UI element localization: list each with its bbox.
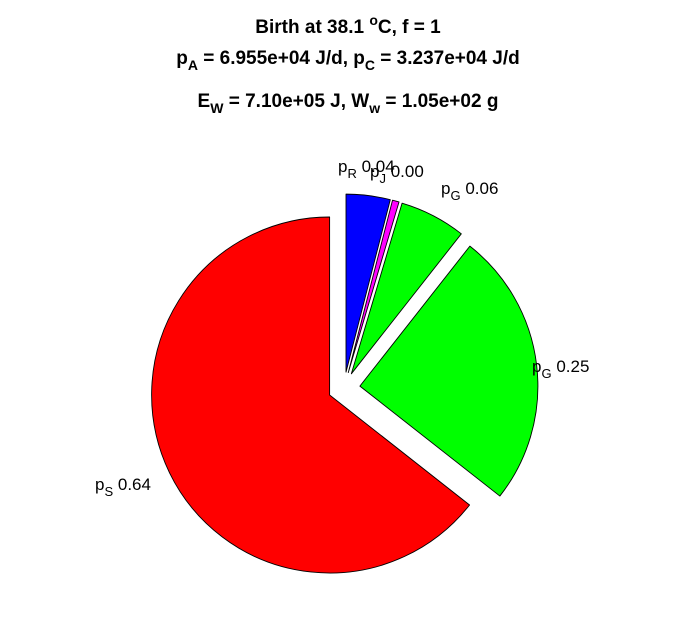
pie-slice-pg [350, 202, 462, 375]
chart-title-line: Birth at 38.1 oC, f = 1 [255, 12, 441, 38]
slice-label-pj: pJ 0.00 [370, 162, 424, 186]
chart-title-line: EW = 7.10e+05 J, Ww = 1.05e+02 g [198, 91, 499, 116]
slice-label-pg: pG 0.06 [441, 179, 498, 203]
slice-label-pg: pG 0.25 [532, 357, 589, 381]
chart-title: Birth at 38.1 oC, f = 1 pA = 6.955e+04 J/… [176, 12, 519, 116]
pie-slice-ps [151, 216, 471, 574]
chart-title-line: pA = 6.955e+04 J/d, pC = 3.237e+04 J/d [176, 48, 519, 73]
pie-slice-pj [347, 199, 400, 374]
pie-slices [151, 193, 539, 574]
pie-slice-pg [359, 245, 539, 497]
slice-label-ps: pS 0.64 [95, 475, 151, 499]
slice-label-pr: pR 0.04 [338, 157, 395, 181]
pie-slice-pr [345, 193, 391, 373]
